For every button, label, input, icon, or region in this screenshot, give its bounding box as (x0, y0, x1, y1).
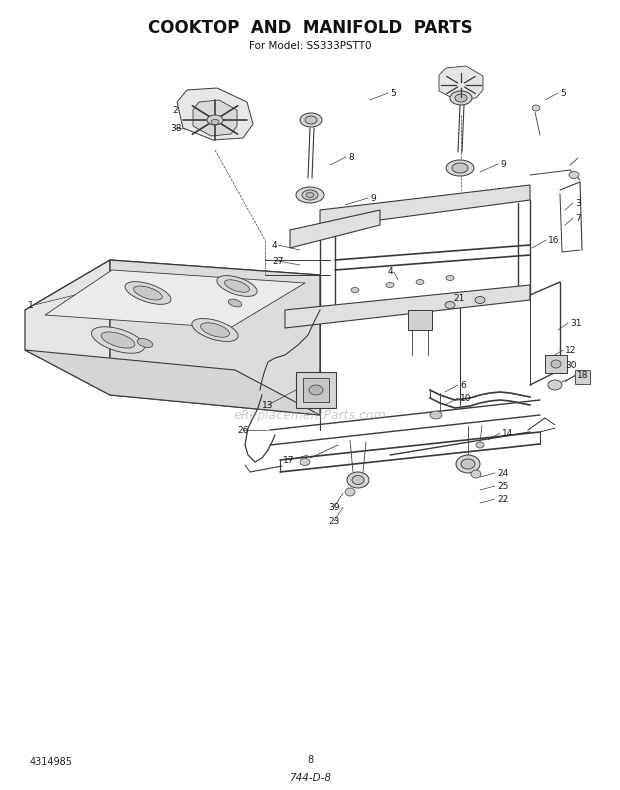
Ellipse shape (450, 91, 472, 105)
Ellipse shape (134, 286, 162, 300)
Text: 38: 38 (170, 123, 182, 133)
Text: 4: 4 (388, 268, 394, 276)
Text: 8: 8 (307, 755, 313, 765)
Ellipse shape (386, 283, 394, 288)
Polygon shape (290, 210, 380, 248)
Text: For Model: SS333PSTT0: For Model: SS333PSTT0 (249, 41, 371, 51)
Bar (545, 355, 567, 373)
Ellipse shape (471, 470, 481, 478)
Ellipse shape (445, 302, 455, 309)
Text: 23: 23 (328, 517, 339, 525)
Ellipse shape (475, 296, 485, 303)
Text: 22: 22 (497, 495, 508, 503)
Text: 16: 16 (548, 235, 559, 244)
Polygon shape (439, 66, 483, 100)
Text: 25: 25 (497, 481, 508, 491)
Ellipse shape (416, 280, 424, 284)
Ellipse shape (309, 385, 323, 395)
Text: 9: 9 (370, 194, 376, 202)
Ellipse shape (430, 411, 442, 419)
Ellipse shape (302, 190, 318, 200)
Bar (303, 378, 329, 402)
Ellipse shape (101, 332, 135, 348)
Ellipse shape (551, 360, 561, 368)
Ellipse shape (461, 459, 475, 469)
Text: 9: 9 (500, 160, 506, 168)
Ellipse shape (137, 339, 153, 348)
Ellipse shape (207, 115, 223, 125)
Ellipse shape (192, 318, 238, 341)
Text: 3: 3 (575, 198, 581, 208)
Bar (575, 370, 590, 384)
Polygon shape (177, 88, 253, 140)
Ellipse shape (351, 288, 359, 292)
Text: 31: 31 (570, 318, 582, 328)
Text: 21: 21 (453, 294, 464, 303)
Ellipse shape (455, 94, 467, 102)
Bar (408, 310, 432, 330)
Text: 30: 30 (565, 360, 577, 370)
Ellipse shape (476, 442, 484, 448)
Ellipse shape (456, 455, 480, 473)
Text: 744-D-8: 744-D-8 (289, 773, 331, 783)
Text: 4: 4 (272, 240, 278, 250)
Ellipse shape (452, 163, 468, 173)
Polygon shape (25, 260, 110, 395)
Ellipse shape (306, 193, 314, 198)
Polygon shape (110, 260, 320, 415)
Ellipse shape (300, 458, 310, 465)
Ellipse shape (125, 282, 171, 304)
Ellipse shape (200, 323, 229, 337)
Text: eReplacementParts.com: eReplacementParts.com (234, 408, 386, 422)
Ellipse shape (345, 488, 355, 496)
Text: 13: 13 (262, 401, 273, 409)
Text: 5: 5 (560, 88, 565, 97)
Ellipse shape (300, 113, 322, 127)
Ellipse shape (296, 187, 324, 203)
Ellipse shape (305, 116, 317, 124)
Text: 18: 18 (577, 371, 588, 379)
Polygon shape (285, 285, 530, 328)
Text: 2: 2 (172, 106, 177, 115)
Text: 5: 5 (390, 88, 396, 97)
Polygon shape (45, 270, 305, 328)
Ellipse shape (217, 276, 257, 296)
Ellipse shape (569, 171, 579, 179)
Text: 12: 12 (565, 345, 577, 355)
Polygon shape (320, 185, 530, 228)
Text: 1: 1 (28, 300, 33, 310)
Ellipse shape (352, 476, 364, 484)
Ellipse shape (532, 105, 540, 111)
Text: 7: 7 (575, 213, 581, 223)
Ellipse shape (211, 119, 219, 125)
Ellipse shape (92, 327, 144, 353)
Text: 17: 17 (283, 456, 294, 465)
Text: 4314985: 4314985 (30, 757, 73, 767)
Ellipse shape (228, 299, 242, 307)
Ellipse shape (548, 380, 562, 390)
Text: 8: 8 (348, 152, 354, 161)
Ellipse shape (446, 276, 454, 280)
Text: 10: 10 (460, 393, 471, 402)
Text: 39: 39 (328, 502, 340, 511)
Text: 27: 27 (272, 257, 283, 265)
Text: 26: 26 (237, 426, 249, 434)
Polygon shape (193, 100, 237, 136)
Text: 14: 14 (502, 428, 513, 438)
Text: COOKTOP  AND  MANIFOLD  PARTS: COOKTOP AND MANIFOLD PARTS (148, 19, 472, 37)
Ellipse shape (446, 160, 474, 176)
Ellipse shape (347, 472, 369, 488)
Polygon shape (25, 350, 320, 415)
Text: 24: 24 (497, 468, 508, 477)
Ellipse shape (224, 280, 249, 292)
Polygon shape (25, 260, 320, 325)
Bar (296, 372, 336, 408)
Text: 6: 6 (460, 381, 466, 389)
